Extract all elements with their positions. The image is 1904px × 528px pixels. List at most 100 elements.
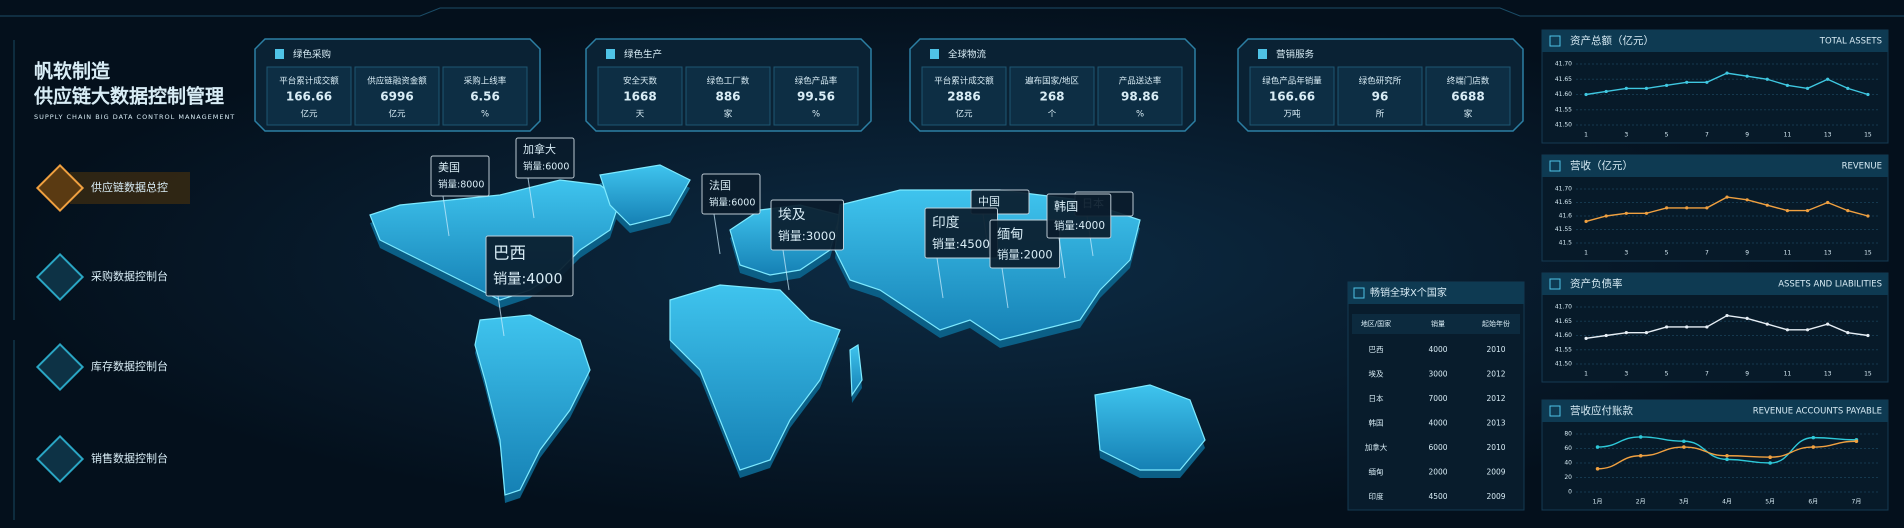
data-point xyxy=(1866,214,1870,218)
kpi-label: 遍布国家/地区 xyxy=(1025,76,1079,87)
kpi-unit: 亿元 xyxy=(955,109,973,120)
chart-icon xyxy=(1549,278,1561,290)
kpi-value: 2886 xyxy=(947,90,980,104)
data-point xyxy=(1745,74,1749,78)
chart-title-en: REVENUE ACCOUNTS PAYABLE xyxy=(1753,407,1882,417)
x-tick-label: 9 xyxy=(1745,250,1749,257)
map-sales: 销量:4000 xyxy=(493,271,563,288)
kpi-title: 全球物流 xyxy=(948,49,987,61)
x-tick-label: 5 xyxy=(1665,132,1669,139)
kpi-label: 平台累计成交额 xyxy=(934,76,994,87)
table-cell: 2000 xyxy=(1428,468,1447,477)
table-cell: 缅甸 xyxy=(1369,467,1384,477)
kpi-label: 绿色产品率 xyxy=(795,76,838,87)
kpi-value: 96 xyxy=(1372,90,1389,104)
x-tick-label: 11 xyxy=(1784,371,1792,378)
data-point xyxy=(1866,333,1870,338)
data-point xyxy=(1768,455,1772,460)
kpi-unit: 所 xyxy=(1376,109,1385,120)
nav-item[interactable]: 供应链数据总控 xyxy=(91,180,168,194)
table-header: 起始年份 xyxy=(1482,319,1510,328)
map-sales: 销量:6000 xyxy=(523,161,569,173)
kpi-label: 安全天数 xyxy=(623,76,658,87)
data-point xyxy=(1805,328,1810,332)
kpi-label: 产品送达率 xyxy=(1119,76,1162,87)
x-tick-label: 7 xyxy=(1705,371,1709,378)
data-point xyxy=(1725,453,1729,458)
table-header: 销量 xyxy=(1431,319,1445,328)
map-country: 巴西 xyxy=(493,244,526,263)
table-cell: 4000 xyxy=(1428,345,1447,354)
chart-title: 资产负债率 xyxy=(1570,277,1623,290)
kpi-unit: 家 xyxy=(1464,109,1473,120)
chart-title-en: REVENUE xyxy=(1842,162,1882,172)
kpi-box xyxy=(773,66,859,126)
title: 帆软制造 xyxy=(34,60,111,83)
kpi-value: 166.66 xyxy=(286,90,332,104)
x-tick-label: 1 xyxy=(1584,250,1588,257)
y-tick-label: 41.50 xyxy=(1555,361,1572,368)
table-cell: 2010 xyxy=(1486,345,1505,354)
map-pin xyxy=(442,195,450,237)
kpi-unit: % xyxy=(1136,110,1144,120)
map-pin xyxy=(782,249,790,291)
data-point xyxy=(1624,211,1628,215)
data-point xyxy=(1765,203,1769,207)
data-point xyxy=(1595,445,1600,449)
x-tick-label: 3 xyxy=(1624,250,1628,257)
x-tick-label: 9 xyxy=(1745,132,1749,139)
y-tick-label: 41.65 xyxy=(1555,318,1572,325)
x-tick-label: 15 xyxy=(1864,371,1872,378)
y-tick-label: 41.70 xyxy=(1555,304,1572,311)
data-point xyxy=(1682,445,1686,449)
nav-icon xyxy=(35,342,85,392)
map-country: 中国 xyxy=(978,195,1000,208)
land xyxy=(599,164,691,226)
kpi-unit: 亿元 xyxy=(300,109,318,120)
x-tick-label: 7 xyxy=(1705,250,1709,257)
table-cell: 2012 xyxy=(1486,370,1505,379)
nav-item[interactable]: 库存数据控制台 xyxy=(91,359,168,373)
x-tick-label: 7月 xyxy=(1852,499,1862,506)
map-sales: 销量:4500 xyxy=(932,237,990,251)
y-tick-label: 60 xyxy=(1564,445,1572,452)
data-point xyxy=(1805,86,1810,90)
x-tick-label: 11 xyxy=(1784,132,1792,139)
map-country: 美国 xyxy=(438,161,460,174)
data-point xyxy=(1765,77,1769,81)
nav-item[interactable]: 采购数据控制台 xyxy=(91,269,168,283)
map-pin xyxy=(527,177,535,219)
data-point xyxy=(1811,435,1816,440)
data-point xyxy=(1826,77,1830,81)
nav-icon xyxy=(35,252,85,302)
data-point xyxy=(1725,313,1729,318)
data-point xyxy=(1644,86,1649,90)
data-point xyxy=(1805,209,1810,213)
map-country: 韩国 xyxy=(1054,199,1078,214)
kpi-box xyxy=(266,66,352,126)
chart-header xyxy=(1542,30,1888,52)
map-country: 法国 xyxy=(709,178,731,192)
kpi-value: 268 xyxy=(1039,90,1064,104)
kpi-label: 供应链融资金额 xyxy=(367,76,427,87)
kpi-box xyxy=(1009,66,1095,126)
chart-title-en: ASSETS AND LIABILITIES xyxy=(1778,280,1882,290)
table-cell: 3000 xyxy=(1428,370,1447,379)
map-country: 缅甸 xyxy=(997,226,1023,242)
kpi-label: 绿色工厂数 xyxy=(707,76,750,87)
table-cell: 2009 xyxy=(1486,468,1505,477)
chart-header xyxy=(1542,155,1888,177)
nav-item[interactable]: 销售数据控制台 xyxy=(91,451,168,465)
y-tick-label: 41.6 xyxy=(1559,213,1573,220)
data-point xyxy=(1665,83,1669,87)
data-point xyxy=(1745,316,1749,320)
chart-title-en: TOTAL ASSETS xyxy=(1819,37,1882,47)
kpi-box xyxy=(685,66,771,126)
kpi-title: 营销服务 xyxy=(1276,49,1315,61)
y-tick-label: 41.65 xyxy=(1555,199,1572,206)
map-pin xyxy=(936,257,944,299)
x-tick-label: 13 xyxy=(1824,250,1832,257)
data-point xyxy=(1624,86,1628,90)
kpi-box xyxy=(442,66,528,126)
x-tick-label: 4月 xyxy=(1722,499,1732,506)
